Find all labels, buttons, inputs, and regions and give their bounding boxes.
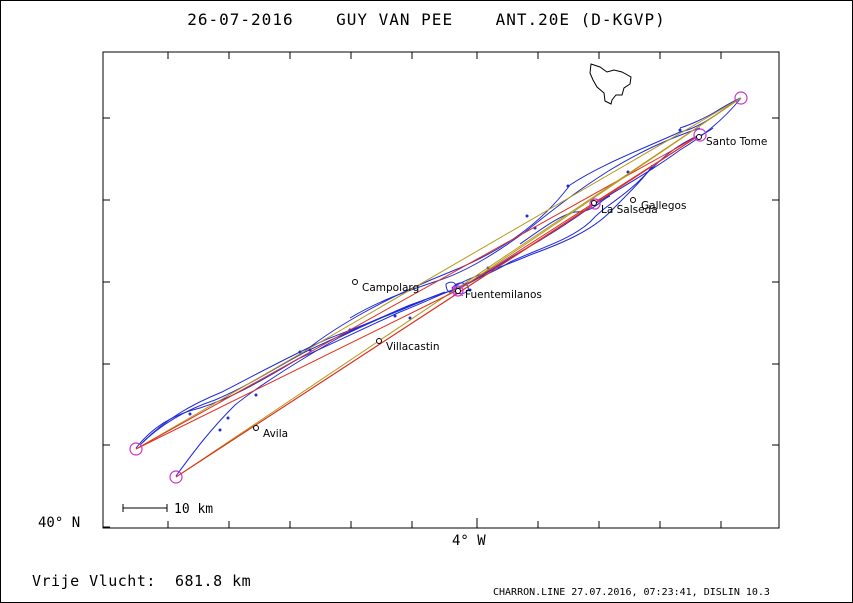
latitude-label: 40° N <box>38 515 81 531</box>
course-lines <box>135 97 742 478</box>
lake-outline <box>589 63 632 105</box>
place-label: La Salseda <box>601 204 658 216</box>
lat-ticks <box>103 117 779 528</box>
flight-title: 26-07-2016 GUY VAN PEE ANT.20E (D-KGVP) <box>187 10 666 29</box>
place-marker <box>630 197 636 203</box>
thermal-points <box>188 128 682 432</box>
place-label: Avila <box>263 428 288 440</box>
place-markers: Santo Tome Gallegos La Salseda Campolarg… <box>253 134 767 440</box>
map-frame <box>102 51 780 529</box>
place-marker <box>376 338 382 344</box>
place-label: Fuentemilanos <box>465 289 542 301</box>
place-marker <box>253 425 259 431</box>
place-marker <box>591 200 597 206</box>
place-marker <box>352 279 358 285</box>
place-marker <box>455 288 461 294</box>
turnpoint-circle <box>693 128 707 142</box>
turnpoint-circle <box>452 285 464 297</box>
distance-text: Vrije Vlucht: 681.8 km <box>32 572 252 590</box>
turnpoint-circle <box>169 470 183 484</box>
place-label: Villacastin <box>386 341 440 353</box>
longitude-label: 4° W <box>452 533 486 549</box>
turnpoint-circle <box>589 198 601 210</box>
turnpoint-circle <box>129 442 143 456</box>
lon-ticks <box>167 52 722 528</box>
place-marker <box>696 134 702 140</box>
turnpoint-circle <box>734 91 748 105</box>
place-label: Gallegos <box>641 200 686 212</box>
scale-bar-label: 10 km <box>174 502 213 517</box>
flight-track <box>135 97 742 477</box>
turnpoints <box>129 91 748 484</box>
place-label: Campolarg <box>362 282 419 294</box>
place-label: Santo Tome <box>706 136 767 148</box>
scale-bar <box>122 504 168 512</box>
footer-info: CHARRON.LINE 27.07.2016, 07:23:41, DISLI… <box>493 587 770 598</box>
